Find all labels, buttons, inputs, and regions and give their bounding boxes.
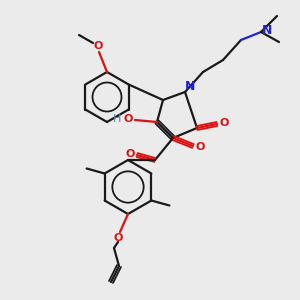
Text: O: O (125, 149, 135, 159)
Text: H: H (113, 114, 121, 124)
Text: N: N (185, 80, 195, 94)
Text: O: O (123, 114, 133, 124)
Text: N: N (262, 23, 272, 37)
Text: O: O (113, 233, 123, 243)
Text: O: O (195, 142, 205, 152)
Text: O: O (93, 41, 103, 51)
Text: O: O (219, 118, 229, 128)
